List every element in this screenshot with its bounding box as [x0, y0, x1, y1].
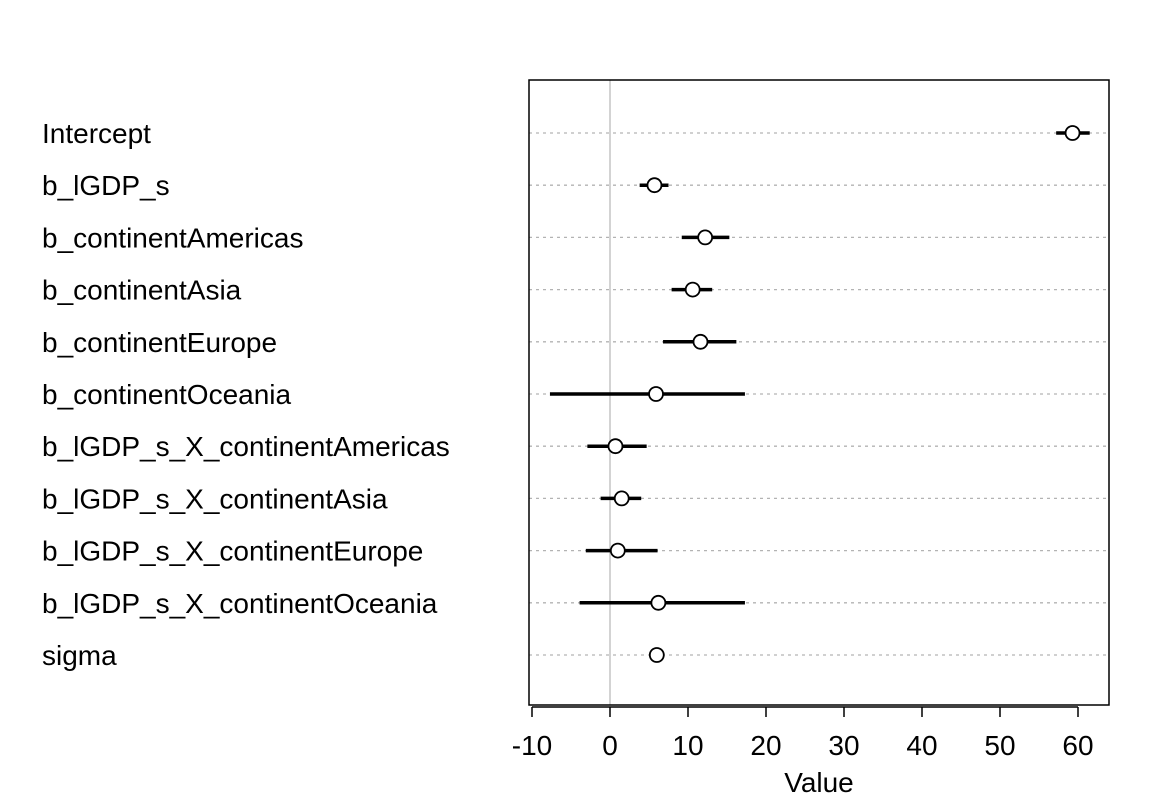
plot-frame — [528, 79, 1110, 706]
marks-layer — [549, 125, 1090, 663]
x-tick-label: -10 — [512, 730, 552, 761]
x-axis: -10 0 10 20 30 40 50 60 — [512, 706, 1094, 761]
x-tick-label: 40 — [906, 730, 937, 761]
x-tick-label: 20 — [750, 730, 781, 761]
x-axis-title: Value — [784, 767, 854, 798]
x-tick-label: 60 — [1062, 730, 1093, 761]
parameter-label: b_continentOceania — [42, 379, 292, 410]
x-tick-label: 30 — [828, 730, 859, 761]
point-estimate — [684, 281, 701, 298]
parameter-label: b_lGDP_s_X_continentOceania — [42, 588, 438, 619]
parameter-label: b_lGDP_s_X_continentAsia — [42, 483, 388, 514]
point-estimate — [1064, 125, 1081, 141]
point-estimate — [607, 438, 624, 455]
point-estimate — [613, 490, 630, 507]
grid-layer — [529, 132, 1109, 656]
x-tick-label: 10 — [672, 730, 703, 761]
parameter-label: sigma — [42, 640, 117, 671]
parameter-label: b_continentEurope — [42, 327, 277, 358]
point-estimate — [648, 647, 665, 663]
parameter-label: b_lGDP_s_X_continentEurope — [42, 536, 423, 567]
x-tick-label: 50 — [984, 730, 1015, 761]
point-estimate — [648, 386, 664, 402]
point-estimate — [609, 542, 626, 559]
point-estimate — [697, 229, 714, 246]
parameter-label: b_lGDP_s_X_continentAmericas — [42, 431, 450, 462]
point-estimate — [646, 177, 663, 194]
parameter-label: b_continentAsia — [42, 275, 242, 306]
point-estimate — [692, 333, 709, 350]
y-axis-labels: Intercept b_lGDP_s b_continentAmericas b_co… — [42, 118, 450, 671]
x-tick-label: 0 — [602, 730, 618, 761]
parameter-label: b_lGDP_s — [42, 170, 170, 201]
parameter-label: Intercept — [42, 118, 151, 149]
parameter-label: b_continentAmericas — [42, 222, 303, 253]
point-estimate — [650, 594, 667, 611]
